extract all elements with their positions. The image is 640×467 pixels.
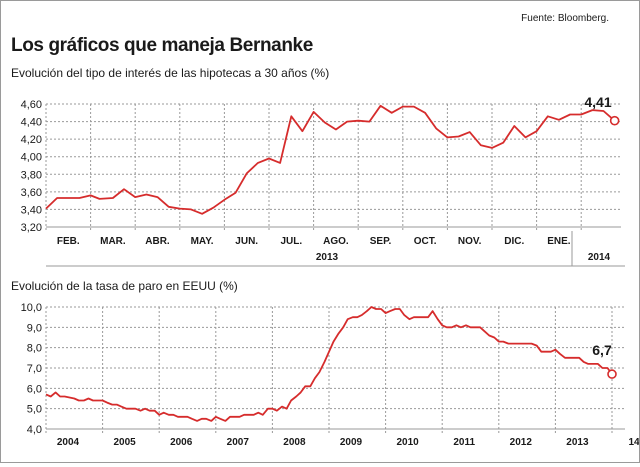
chart2-y-axis: 10,0 9,0 8,0 7,0 6,0 5,0 4,0: [21, 302, 42, 436]
chart1-y-tick-label: 4,40: [21, 117, 42, 129]
chart1-x-tick-label: JUN.: [235, 236, 258, 247]
chart1-year-2014: 2014: [588, 252, 611, 263]
chart1-x-tick-label: ABR.: [145, 236, 170, 247]
chart1-x-tick-label: JUL.: [280, 236, 302, 247]
chart2-x-tick-label: 2010: [396, 437, 419, 448]
chart2-y-tick-label: 6,0: [27, 383, 42, 395]
chart1-x-tick-label: AGO.: [323, 236, 349, 247]
chart2-x-tick-label: 2008: [283, 437, 306, 448]
chart1-end-marker: [609, 115, 620, 126]
chart2-end-marker: [607, 369, 617, 379]
chart2-grid: [45, 306, 625, 433]
chart2-x-tick-label: 2006: [170, 437, 193, 448]
chart1-y-axis: 4,60 4,40 4,20 4,00 3,80 3,60 3,40 3,20: [21, 99, 42, 234]
chart1-x-tick-label: FEB.: [57, 236, 80, 247]
chart2-x-tick-label: 2005: [113, 437, 136, 448]
chart1-grid: [45, 103, 621, 231]
chart2-y-tick-label: 10,0: [21, 302, 42, 314]
chart2-x-tick-label: 2007: [227, 437, 250, 448]
chart1-series-line: [45, 104, 616, 215]
chart2-x-tick-label: 2013: [566, 437, 589, 448]
chart1-x-tick-label: MAR.: [100, 236, 126, 247]
chart2-x-tick-label: 2009: [340, 437, 363, 448]
chart2-y-tick-label: 8,0: [27, 343, 42, 355]
chart1-series: [45, 104, 620, 215]
chart1-x-tick-label: SEP.: [370, 236, 392, 247]
chart2-x-tick-label: 2004: [57, 437, 80, 448]
chart1-y-tick-label: 4,20: [21, 134, 42, 146]
chart1-y-tick-label: 3,20: [21, 222, 42, 234]
chart1-end-annotation: 4,41: [584, 94, 611, 110]
chart1-y-tick-label: 3,60: [21, 187, 42, 199]
chart2-x-tick-label: 14: [628, 437, 639, 448]
chart1-y-tick-label: 4,00: [21, 152, 42, 164]
chart2-x-tick-label: 2012: [510, 437, 533, 448]
chart2-y-tick-label: 4,0: [27, 424, 42, 436]
source-label: Fuente: Bloomberg.: [521, 13, 609, 24]
chart1-x-tick-label: ENE.: [547, 236, 571, 247]
chart1-x-tick-label: NOV.: [458, 236, 482, 247]
chart1-y-tick-label: 3,80: [21, 169, 42, 181]
chart2-series-line: [45, 306, 613, 422]
chart1-y-tick-label: 4,60: [21, 99, 42, 111]
chart2-end-annotation: 6,7: [592, 342, 612, 358]
chart1-x-tick-label: OCT.: [414, 236, 437, 247]
chart1-x-tick-label: MAY.: [191, 236, 214, 247]
chart1-y-tick-label: 3,40: [21, 204, 42, 216]
chart2-series: [45, 306, 617, 422]
chart2-x-axis: 2004 2005 2006 2007 2008 2009 2010 2011 2012 2013…: [57, 437, 640, 448]
page-title: Los gráficos que maneja Bernanke: [11, 35, 313, 56]
chart1-title: Evolución del tipo de interés de las hip…: [11, 66, 329, 80]
chart1-x-tick-label: DIC.: [504, 236, 524, 247]
chart1-year-2013: 2013: [316, 252, 339, 263]
chart2-title: Evolución de la tasa de paro en EEUU (%): [11, 279, 238, 293]
chart1-x-axis: FEB. MAR. ABR. MAY. JUN. JUL. AGO. SEP. OCT. NOV.…: [57, 236, 571, 247]
chart2-x-tick-label: 2011: [453, 437, 475, 448]
chart2-y-tick-label: 5,0: [27, 404, 42, 416]
chart2-y-tick-label: 7,0: [27, 363, 42, 375]
chart2-y-tick-label: 9,0: [27, 322, 42, 334]
